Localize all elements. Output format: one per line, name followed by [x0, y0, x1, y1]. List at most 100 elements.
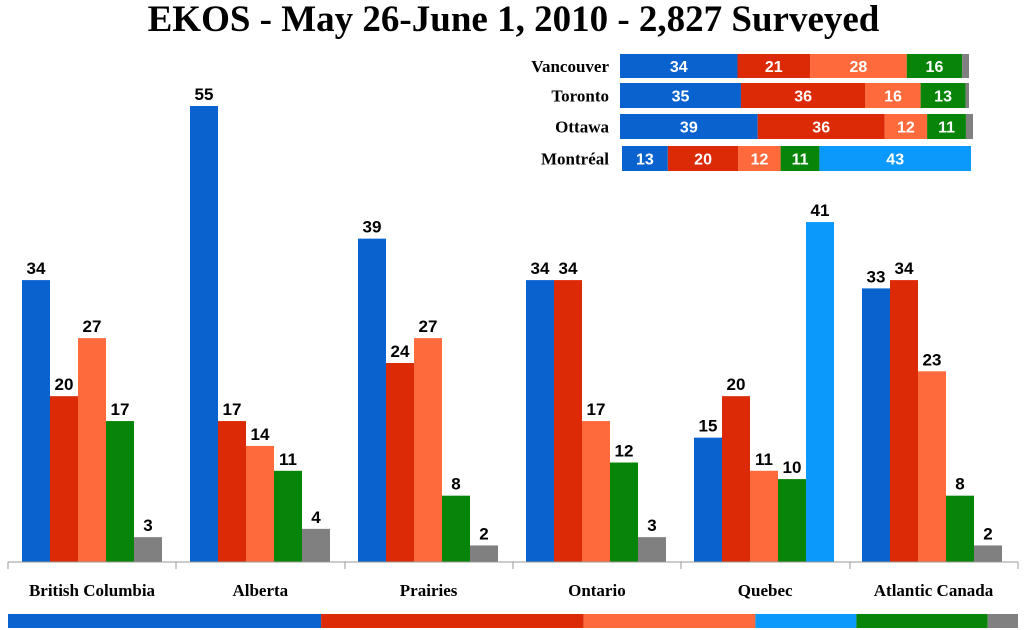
bar-value-label: 20: [727, 375, 746, 394]
bar-ontario-party1: [526, 280, 554, 562]
city-label-montr-al: Montréal: [541, 150, 609, 169]
bar-value-label: 11: [755, 450, 773, 469]
bar-value-label: 15: [699, 417, 718, 436]
city-segment-ottawa-party6: [965, 114, 973, 139]
region-label-quebec: Quebec: [738, 581, 793, 600]
city-segment-toronto-party2: [740, 83, 866, 108]
bar-quebec-party2: [722, 396, 750, 562]
bar-atlantic-canada-party1: [862, 288, 890, 562]
city-segment-toronto-party3: [865, 83, 921, 108]
city-segment-montr-al-party5: [819, 146, 971, 171]
city-segment-value: 36: [794, 89, 812, 106]
bar-atlantic-canada-party4: [946, 495, 974, 562]
bar-value-label: 34: [27, 259, 46, 278]
city-label-toronto: Toronto: [551, 87, 609, 106]
main-value-labels: 34 20 27 17 3 55 17 14 11 4 39 24 27 8 2 34 34 17 12 3 15 20 1…: [27, 85, 993, 543]
bar-value-label: 14: [251, 425, 270, 444]
bar-value-label: 4: [311, 508, 321, 527]
bar-value-label: 34: [895, 259, 914, 278]
city-segment-vancouver-party4: [906, 54, 963, 78]
city-segment-value: 13: [636, 152, 654, 169]
city-segment-montr-al-party3: [738, 146, 781, 171]
bar-alberta-party6: [302, 528, 330, 562]
bar-british-columbia-party3: [78, 338, 106, 562]
bar-atlantic-canada-party3: [918, 371, 946, 562]
bar-value-label: 27: [419, 317, 438, 336]
bar-quebec-party3: [750, 470, 778, 562]
bar-value-label: 33: [867, 267, 886, 286]
bar-alberta-party3: [246, 445, 274, 562]
city-segment-value: 16: [884, 89, 902, 106]
bar-value-label: 20: [55, 375, 74, 394]
bar-value-label: 17: [111, 400, 130, 419]
bar-value-label: 34: [531, 259, 550, 278]
bar-prairies-party4: [442, 495, 470, 562]
bar-value-label: 17: [587, 400, 606, 419]
city-segment-value: 11: [792, 152, 809, 169]
bar-value-label: 39: [363, 218, 382, 237]
footer-strip-segment-party4: [856, 614, 988, 628]
region-label-atlantic-canada: Atlantic Canada: [874, 581, 994, 600]
bar-alberta-party2: [218, 421, 246, 562]
bar-ontario-party4: [610, 462, 638, 562]
city-segment-toronto-party1: [620, 83, 741, 108]
bar-prairies-party3: [414, 338, 442, 562]
footer-strip-segment-party5: [755, 614, 857, 628]
chart-title: EKOS - May 26-June 1, 2010 - 2,827 Surve…: [147, 0, 880, 40]
bar-value-label: 11: [279, 450, 297, 469]
city-segment-vancouver-party2: [737, 54, 811, 78]
city-segment-ottawa-party2: [757, 114, 885, 139]
bar-alberta-party4: [274, 470, 302, 562]
bar-british-columbia-party6: [134, 537, 162, 562]
footer-color-strip: [8, 614, 1018, 628]
city-segment-value: 12: [751, 152, 769, 169]
city-segment-value: 34: [670, 59, 688, 76]
bar-value-label: 8: [451, 475, 460, 494]
region-label-alberta: Alberta: [232, 581, 288, 600]
city-segment-value: 16: [926, 59, 944, 76]
bar-value-label: 34: [559, 259, 578, 278]
bar-prairies-party6: [470, 545, 498, 562]
city-segment-toronto-party4: [920, 83, 966, 108]
region-label-ontario: Ontario: [568, 581, 626, 600]
city-segment-value: 13: [934, 89, 952, 106]
bar-atlantic-canada-party2: [890, 280, 918, 562]
city-inset-chart: Vancouver 34 21 28 16 Toronto 35 36 16 13 Ottawa 39…: [531, 54, 973, 171]
bar-ontario-party6: [638, 537, 666, 562]
city-segment-montr-al-party1: [622, 146, 668, 171]
city-segment-montr-al-party2: [667, 146, 739, 171]
region-label-prairies: Prairies: [400, 581, 458, 600]
bar-atlantic-canada-party6: [974, 545, 1002, 562]
city-segment-vancouver-party3: [810, 54, 907, 78]
bar-quebec-party1: [694, 437, 722, 562]
bar-quebec-party4: [778, 479, 806, 562]
city-segment-value: 43: [886, 152, 904, 169]
bar-prairies-party2: [386, 363, 414, 562]
city-segment-value: 21: [765, 59, 783, 76]
city-label-ottawa: Ottawa: [555, 118, 609, 137]
bar-value-label: 3: [647, 516, 656, 535]
bar-british-columbia-party4: [106, 421, 134, 562]
bar-value-label: 3: [143, 516, 152, 535]
region-labels: British Columbia Alberta Prairies Ontario Qu…: [29, 581, 994, 600]
bar-value-label: 2: [983, 524, 992, 543]
x-axis: [7, 561, 1019, 569]
city-segment-montr-al-party4: [780, 146, 820, 171]
bar-prairies-party1: [358, 238, 386, 562]
city-segment-vancouver-party1: [620, 54, 738, 78]
main-bars: [22, 106, 1002, 562]
city-segment-value: 36: [812, 120, 830, 137]
bar-value-label: 24: [391, 342, 410, 361]
footer-strip-segment-party3: [583, 614, 756, 628]
city-segment-ottawa-party3: [884, 114, 928, 139]
city-segment-value: 35: [672, 89, 690, 106]
bar-value-label: 17: [223, 400, 242, 419]
bar-alberta-party1: [190, 106, 218, 562]
bar-value-label: 23: [923, 350, 942, 369]
bar-value-label: 2: [479, 524, 488, 543]
bar-ontario-party2: [554, 280, 582, 562]
bar-value-label: 8: [955, 475, 964, 494]
bar-ontario-party3: [582, 421, 610, 562]
city-segment-value: 11: [938, 120, 955, 137]
city-segment-value: 20: [694, 152, 712, 169]
